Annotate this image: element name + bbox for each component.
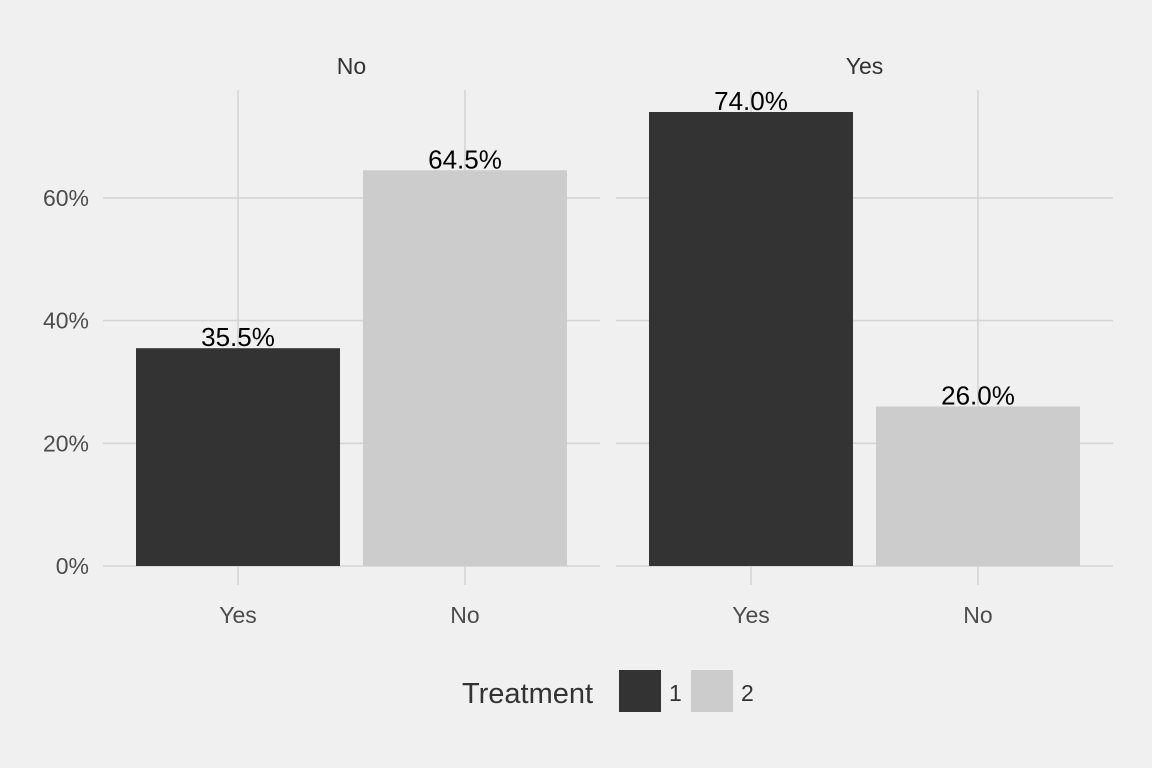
y-tick-label: 60%: [43, 185, 89, 211]
y-tick-label: 40%: [43, 308, 89, 334]
facet-label: No: [337, 53, 366, 79]
y-tick-label: 0%: [56, 553, 89, 579]
legend: Treatment 1 2: [462, 670, 754, 712]
legend-label: 1: [669, 680, 682, 706]
y-tick-label: 20%: [43, 430, 89, 456]
legend-title: Treatment: [462, 678, 593, 710]
x-tick-label: Yes: [219, 602, 257, 628]
bar: [136, 348, 340, 566]
facet-label: Yes: [846, 53, 884, 79]
data-label: 64.5%: [428, 144, 502, 174]
facet-panel-0: No 35.5% Yes 64.5% No: [103, 53, 600, 628]
bar: [363, 170, 567, 566]
legend-key: [619, 670, 661, 712]
legend-key: [691, 670, 733, 712]
data-label: 74.0%: [714, 86, 788, 116]
x-tick-label: Yes: [732, 602, 770, 628]
legend-label: 2: [741, 680, 754, 706]
data-label: 35.5%: [201, 322, 275, 352]
x-tick-label: No: [450, 602, 479, 628]
facet-panel-1: Yes 74.0% Yes 26.0% No: [616, 53, 1113, 628]
x-tick-label: No: [963, 602, 992, 628]
data-label: 26.0%: [941, 380, 1015, 410]
bar: [876, 406, 1080, 566]
bar: [649, 112, 853, 566]
